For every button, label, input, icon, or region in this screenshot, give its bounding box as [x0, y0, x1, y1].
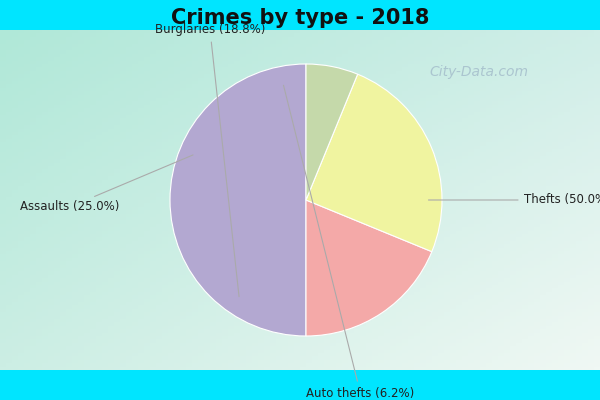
Wedge shape — [170, 64, 306, 336]
Text: Crimes by type - 2018: Crimes by type - 2018 — [171, 8, 429, 28]
Wedge shape — [306, 64, 358, 200]
Wedge shape — [306, 74, 442, 252]
Wedge shape — [306, 200, 432, 336]
Text: Burglaries (18.8%): Burglaries (18.8%) — [155, 24, 265, 297]
Text: Auto thefts (6.2%): Auto thefts (6.2%) — [284, 85, 415, 400]
Text: Assaults (25.0%): Assaults (25.0%) — [20, 155, 193, 213]
Text: City-Data.com: City-Data.com — [429, 65, 528, 79]
Text: Thefts (50.0%): Thefts (50.0%) — [428, 194, 600, 206]
